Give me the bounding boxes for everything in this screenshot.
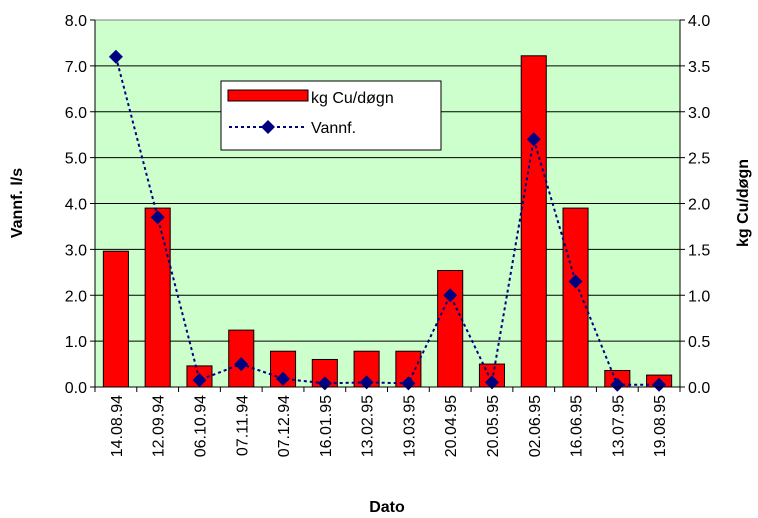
x-tick-label-1: 12.09.94	[151, 395, 168, 457]
y-tick-label-right-2: 1.0	[688, 288, 710, 305]
bar-0	[102, 250, 129, 388]
x-tick-label-5: 16.01.95	[318, 395, 335, 457]
y-tick-label-left-1: 1.0	[65, 334, 87, 351]
y-tick-label-right-6: 3.0	[688, 105, 710, 122]
flow-point-8	[443, 288, 458, 303]
flow-point-2	[192, 373, 207, 388]
x-tick-label-7: 19.03.95	[401, 395, 418, 457]
x-tick-label-13: 19.08.95	[652, 395, 669, 457]
x-tick-label-2: 06.10.94	[192, 395, 209, 457]
y-tick-label-right-8: 4.0	[688, 13, 710, 30]
flow-point-11	[568, 274, 583, 289]
x-tick-label-12: 13.07.95	[610, 395, 627, 457]
y-tick-label-left-0: 0.0	[65, 380, 87, 397]
axes	[90, 19, 685, 392]
flow-point-12	[610, 377, 625, 392]
right-y-tick-labels: 0.0 0.5 1.0 1.5 2.0 2.5 3.0 3.5 4.0	[688, 13, 710, 397]
y-tick-label-left-3: 3.0	[65, 242, 87, 259]
y-tick-label-right-4: 2.0	[688, 197, 710, 214]
y-tick-label-left-2: 2.0	[65, 288, 87, 305]
bar-10	[520, 55, 547, 388]
flow-point-13	[652, 377, 667, 392]
bar-8	[437, 269, 464, 388]
y-axis-title-left: Vannf. l/s	[9, 168, 26, 238]
y-tick-label-right-3: 1.5	[688, 242, 710, 259]
bar-1	[144, 207, 171, 388]
legend-label-bar: kg Cu/døgn	[311, 90, 394, 107]
x-tick-label-0: 14.08.94	[109, 395, 126, 457]
y-tick-label-right-1: 0.5	[688, 334, 710, 351]
y-tick-label-left-5: 5.0	[65, 151, 87, 168]
y-tick-label-right-7: 3.5	[688, 59, 710, 76]
x-tick-label-9: 20.05.95	[485, 395, 502, 457]
y-tick-label-left-7: 7.0	[65, 59, 87, 76]
x-tick-labels: 14.08.94 12.09.94 06.10.94 07.11.94 07.12.94…	[109, 395, 669, 457]
flow-point-0	[108, 49, 123, 64]
x-tick-label-6: 13.02.95	[360, 395, 377, 457]
flow-point-10	[526, 132, 541, 147]
x-tick-label-8: 20.04.95	[443, 395, 460, 457]
x-tick-label-4: 07.12.94	[276, 395, 293, 457]
x-axis-title: Dato	[369, 499, 405, 516]
legend-diamond-marker	[261, 120, 275, 134]
y-tick-label-left-8: 8.0	[65, 13, 87, 30]
left-y-tick-labels: 0.0 1.0 2.0 3.0 4.0 5.0 6.0 7.0 8.0	[65, 13, 87, 397]
flow-point-9	[484, 375, 499, 390]
x-tick-label-3: 07.11.94	[234, 395, 251, 456]
legend-label-line: Vannf.	[311, 120, 356, 137]
flow-point-4	[276, 371, 291, 386]
y-tick-label-right-0: 0.0	[688, 380, 710, 397]
bar-11	[562, 207, 589, 388]
y-tick-label-left-6: 6.0	[65, 105, 87, 122]
legend-swatch-bar	[227, 89, 309, 102]
line-series	[108, 49, 667, 392]
legend: kg Cu/døgn Vannf.	[220, 80, 442, 151]
flow-point-1	[150, 210, 165, 225]
flow-point-3	[234, 357, 249, 372]
y-axis-title-right: kg Cu/døgn	[735, 159, 752, 247]
flow-point-6	[359, 375, 374, 390]
x-tick-label-11: 16.06.95	[569, 395, 586, 457]
y-tick-label-right-5: 2.5	[688, 151, 710, 168]
y-tick-label-left-4: 4.0	[65, 197, 87, 214]
x-tick-label-10: 02.06.95	[527, 395, 544, 457]
